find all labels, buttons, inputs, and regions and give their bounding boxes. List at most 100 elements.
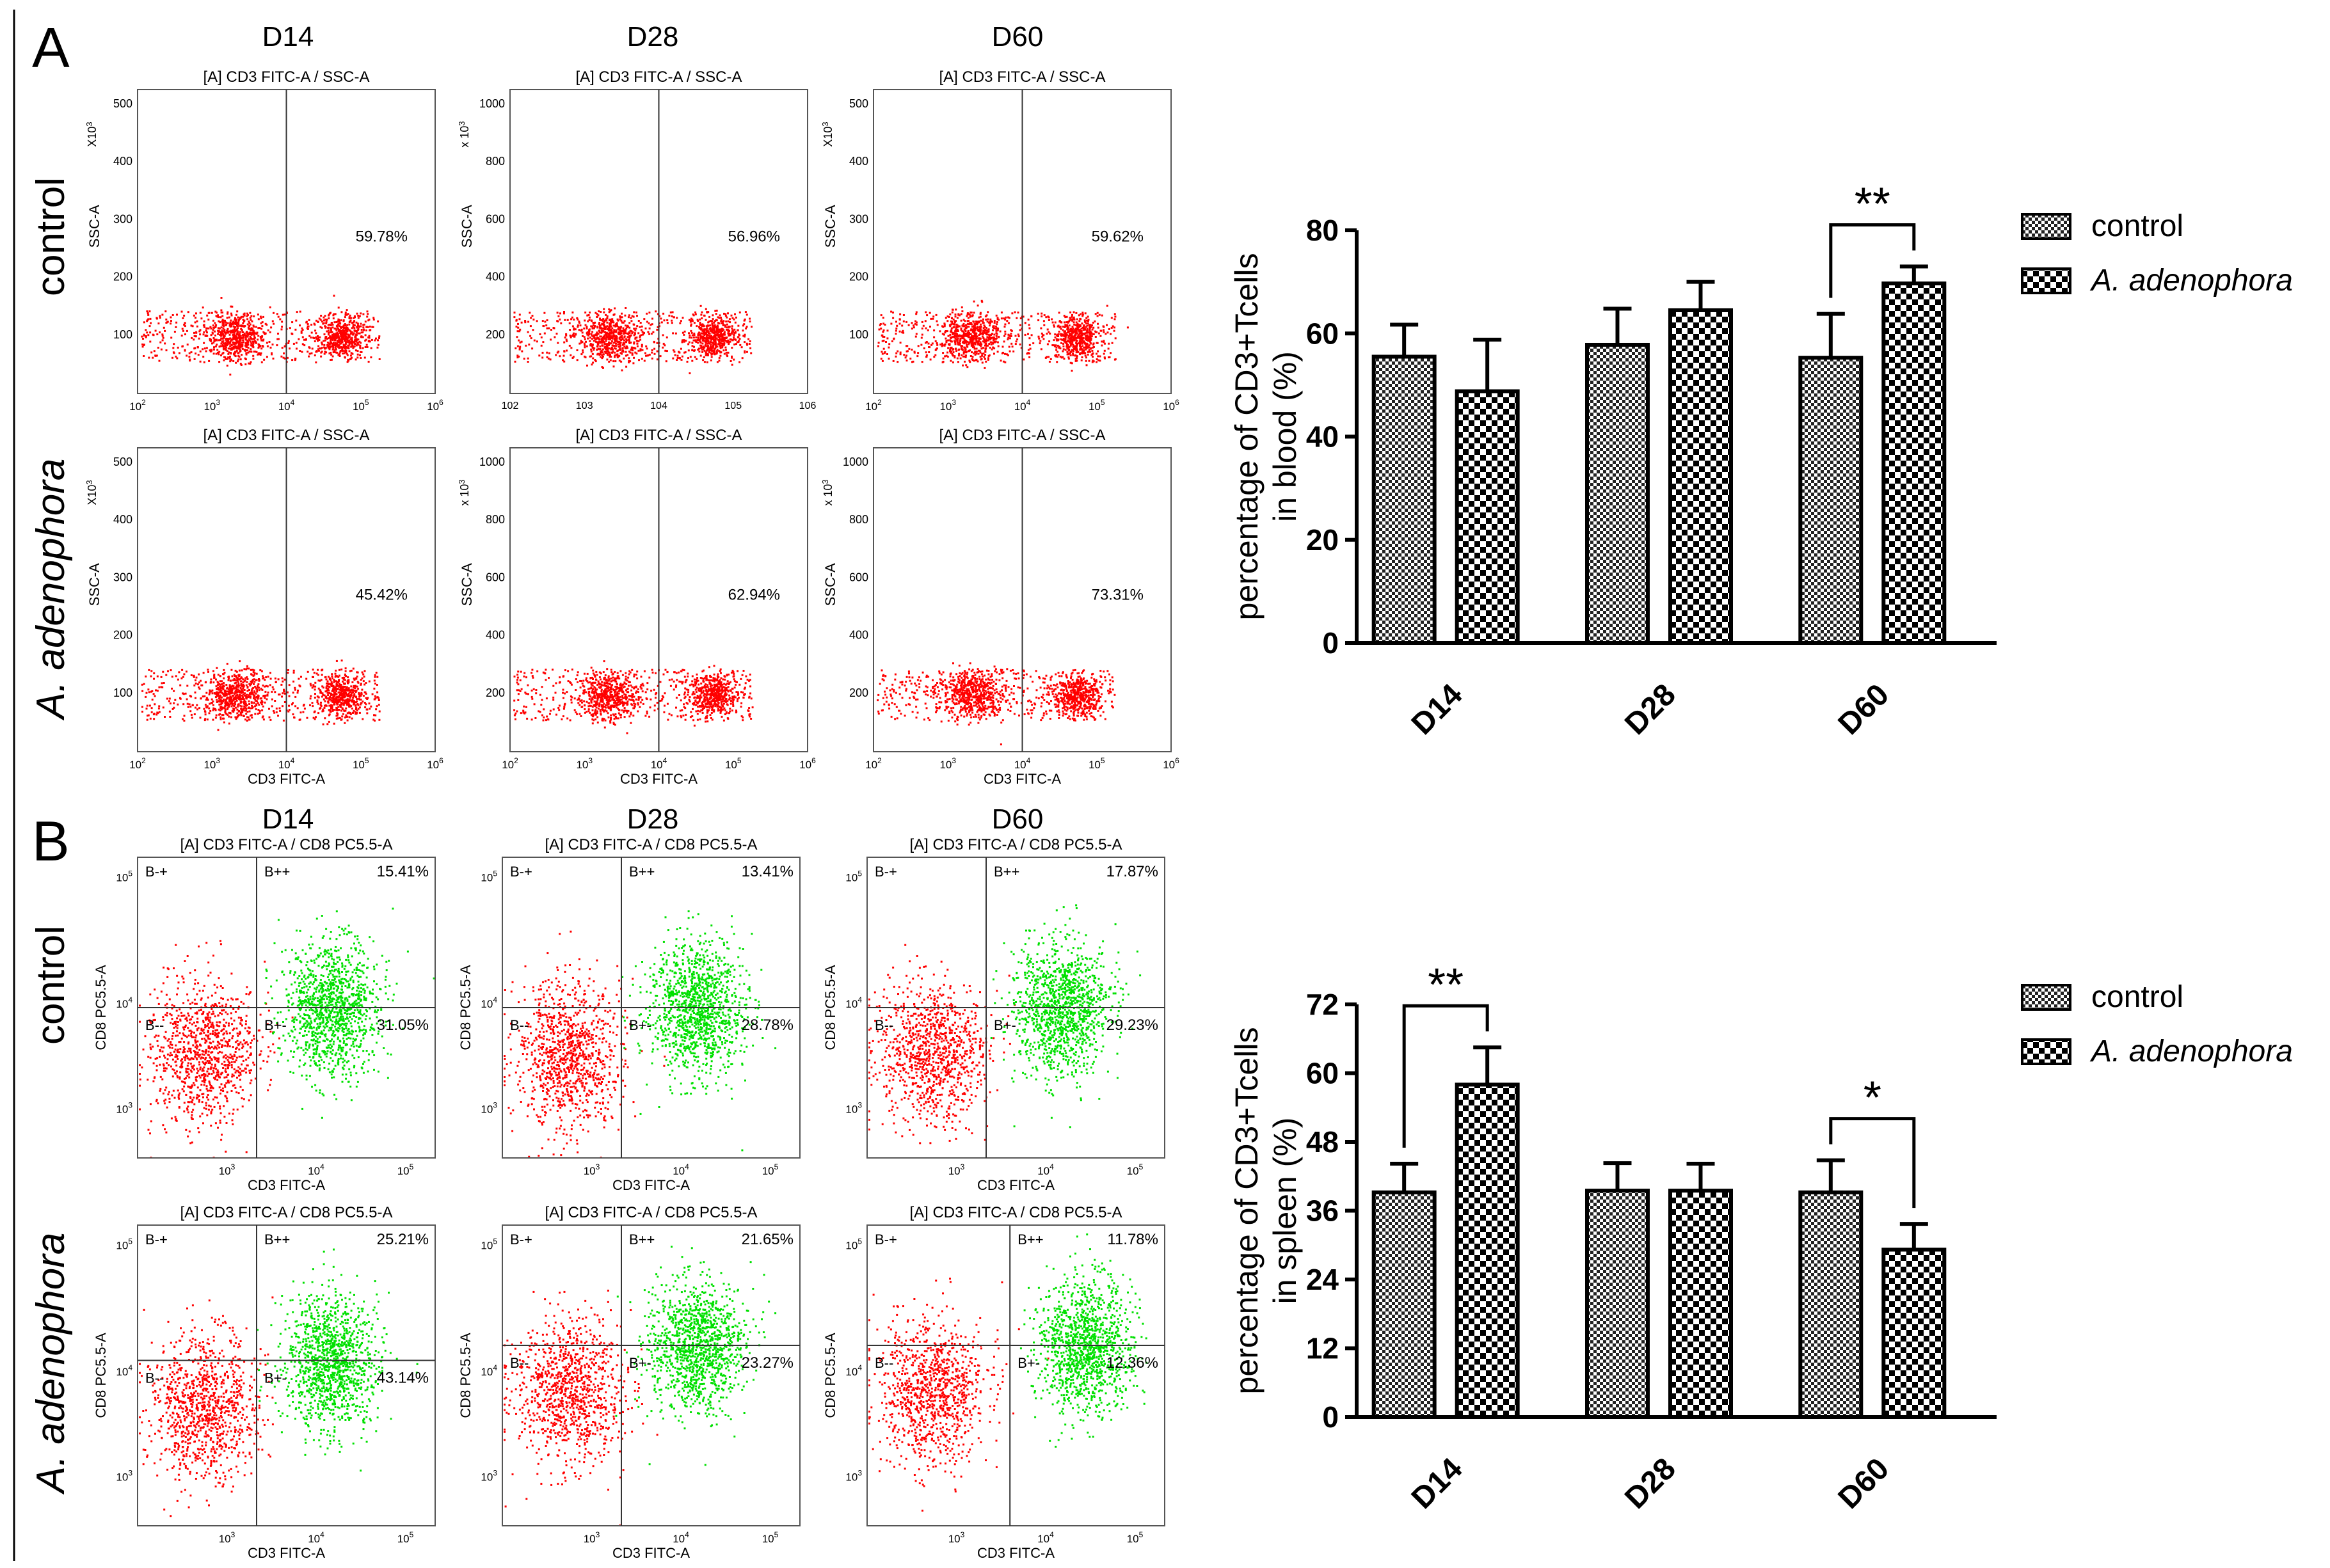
flow-plots: [A] CD3 FITC-A / SSC-A 59.78% SSC-A X103 500… [84, 68, 1179, 1561]
flow-plot-title: [A] CD3 FITC-A / SSC-A [939, 68, 1105, 86]
x-tick-label: 103 [584, 1530, 600, 1545]
plot-frame [502, 1224, 801, 1526]
col-header-a-d60: D60 [992, 21, 1044, 52]
bar-d28-control [1585, 342, 1650, 645]
quadrant-percentage: 43.14% [377, 1370, 429, 1387]
significance-bracket [1402, 1004, 1489, 1148]
y-multiplier: x 103 [820, 479, 834, 505]
y-tick-label: 48 [1306, 1125, 1339, 1159]
col-header-a-d28: D28 [627, 21, 679, 52]
quadrant-label: B++ [629, 1231, 655, 1247]
quadrant-percentage: 31.05% [377, 1017, 429, 1034]
y-tick-label: 104 [481, 1363, 497, 1378]
panel-letter-a: A [32, 16, 70, 79]
quadrant-label: B++ [264, 864, 290, 880]
legend-label-adenophora: A. adenophora [2089, 264, 2293, 297]
scatter-dots [139, 1248, 419, 1517]
y-tick-label: 200 [486, 686, 505, 699]
quadrant-percentage: 23.27% [742, 1354, 794, 1372]
legend-swatch-control [2021, 984, 2071, 1011]
quadrant-label: B++ [629, 864, 655, 880]
x-tick-label: 105 [397, 1530, 414, 1545]
y-axis-label: CD8 PC5.5-A [458, 1333, 474, 1418]
quadrant-label: B-- [145, 1017, 164, 1033]
y-axis-label: SSC-A [86, 563, 102, 606]
flow-plot-title: [A] CD3 FITC-A / SSC-A [203, 427, 369, 444]
flow-plot-title: [A] CD3 FITC-A / SSC-A [575, 68, 742, 86]
bar-d14-control [1371, 354, 1437, 645]
quadrant-label: B-+ [875, 1231, 897, 1247]
x-tick-label: 102 [865, 398, 882, 413]
y-tick-label: 104 [116, 1363, 132, 1378]
y-tick-label: 104 [481, 995, 497, 1010]
row-label-a-control: control [29, 177, 73, 296]
y-axis-label-line2: in spleen (%) [1267, 1118, 1303, 1304]
x-tick-label: 106 [1163, 398, 1179, 413]
x-tick-label: 105 [725, 756, 742, 771]
x-tick-label: 106 [799, 400, 817, 411]
quadrant-label: B-+ [510, 1231, 532, 1247]
y-tick-label: 200 [113, 271, 132, 283]
y-tick-label: 105 [845, 869, 862, 884]
row-label-b-control: control [29, 926, 73, 1045]
x-axis-label: CD3 FITC-A [248, 771, 325, 787]
bar-d28-control [1585, 1189, 1650, 1420]
x-tick-label: 103 [939, 756, 956, 771]
scatter-dots [513, 660, 754, 734]
scatter-dots [513, 305, 753, 374]
x-tick-label: 105 [724, 400, 742, 411]
scatter-dots [868, 904, 1142, 1144]
x-tick-label: 103 [584, 1162, 600, 1177]
y-tick-label: 60 [1306, 317, 1339, 350]
gate-percentage: 59.78% [356, 228, 408, 246]
quadrant-label: B+- [264, 1370, 287, 1386]
y-tick-label: 24 [1306, 1263, 1339, 1296]
x-tick-label: 105 [762, 1530, 779, 1545]
scatter-dots [504, 1246, 777, 1526]
y-tick-label: 200 [113, 629, 132, 642]
x-tick-label: 104 [673, 1162, 689, 1177]
x-tick-label: 103 [576, 400, 593, 411]
y-tick-label: 103 [481, 1469, 497, 1484]
row-label-a-adenophora: A. adenophora [29, 459, 73, 722]
y-tick-label: 400 [849, 155, 868, 168]
y-multiplier: X103 [84, 122, 99, 147]
bar-d60-adenophora [1881, 1247, 1947, 1419]
quadrant-percentage: 13.41% [742, 863, 794, 880]
x-tick-label: 105 [1127, 1162, 1144, 1177]
x-axis-label: CD3 FITC-A [248, 1545, 325, 1561]
x-tick-label: 103 [948, 1530, 965, 1545]
y-tick-label: 800 [486, 155, 505, 168]
y-tick-label: 400 [113, 513, 132, 526]
col-header-b-d14: D14 [262, 804, 314, 835]
x-tick-label: 103 [219, 1162, 235, 1177]
row-label-b-adenophora: A. adenophora [29, 1233, 73, 1496]
significance-bracket [1829, 223, 1916, 298]
y-axis-label: CD8 PC5.5-A [93, 965, 109, 1050]
quadrant-label: B++ [1017, 1231, 1043, 1247]
y-tick-label: 300 [113, 212, 132, 225]
x-tick-label: 106 [1163, 756, 1179, 771]
quadrant-label: B++ [264, 1231, 290, 1247]
col-header-a-d14: D14 [262, 21, 314, 52]
x-axis-label: CD3 FITC-A [612, 1545, 690, 1561]
y-tick-label: 200 [849, 686, 868, 699]
y-tick-label: 400 [113, 155, 132, 168]
quadrant-label: B-+ [145, 1231, 168, 1247]
flow-plot-b-0: [A] CD3 FITC-A / CD8 PC5.5-A B-+ B++ B-- B+-… [93, 836, 436, 1193]
x-tick-label: 106 [427, 756, 443, 771]
y-tick-label: 105 [116, 1237, 132, 1252]
panel-letter-b: B [32, 809, 70, 873]
x-tick-label: 105 [353, 756, 369, 771]
y-tick-label: 300 [849, 212, 868, 225]
flow-plot-a-1: [A] CD3 FITC-A / SSC-A 56.96% SSC-A x 103 10… [457, 68, 816, 411]
scatter-dots [141, 659, 381, 731]
y-multiplier: X103 [84, 480, 99, 505]
flow-plot-title: [A] CD3 FITC-A / CD8 PC5.5-A [545, 836, 757, 853]
legend-swatch-control [2021, 213, 2071, 240]
x-tick-label: 104 [1037, 1162, 1054, 1177]
x-tick-label: 105 [1127, 1530, 1144, 1545]
flow-plot-b-2: [A] CD3 FITC-A / CD8 PC5.5-A B-+ B++ B-- B+-… [822, 836, 1165, 1193]
y-tick-label: 400 [849, 629, 868, 642]
